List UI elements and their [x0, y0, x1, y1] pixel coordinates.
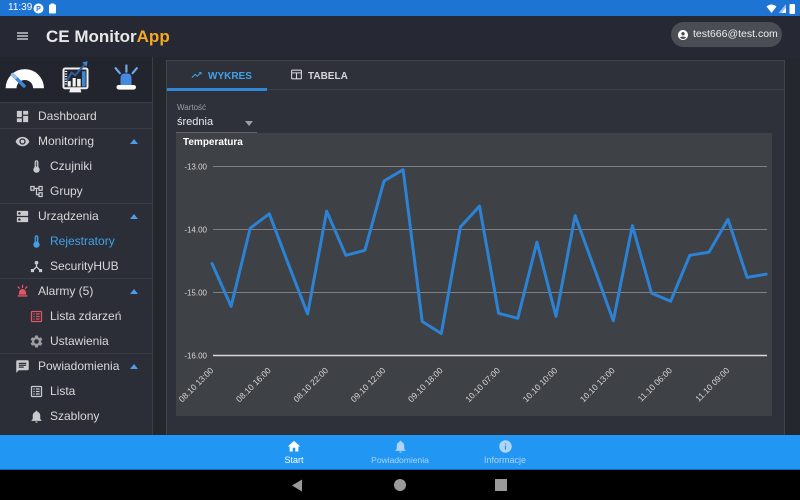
- svg-text:-14.00: -14.00: [184, 226, 207, 235]
- svg-text:-13.00: -13.00: [184, 163, 207, 172]
- svg-text:09.10 18:00: 09.10 18:00: [406, 365, 445, 404]
- svg-text:11.10 06:00: 11.10 06:00: [636, 365, 675, 404]
- svg-text:09.10 12:00: 09.10 12:00: [349, 365, 388, 404]
- svg-text:08.10 22:00: 08.10 22:00: [291, 365, 330, 404]
- svg-text:-15.00: -15.00: [184, 289, 207, 298]
- svg-text:10.10 07:00: 10.10 07:00: [463, 365, 502, 404]
- svg-text:10.10 10:00: 10.10 10:00: [521, 365, 560, 404]
- svg-text:08.10 13:00: 08.10 13:00: [177, 365, 216, 404]
- svg-text:P: P: [36, 6, 41, 13]
- svg-text:10.10 13:00: 10.10 13:00: [578, 365, 617, 404]
- svg-text:11.10 09:00: 11.10 09:00: [693, 365, 732, 404]
- svg-text:-16.00: -16.00: [184, 352, 207, 361]
- svg-text:08.10 16:00: 08.10 16:00: [234, 365, 273, 404]
- svg-text:Temperatura: Temperatura: [183, 137, 243, 148]
